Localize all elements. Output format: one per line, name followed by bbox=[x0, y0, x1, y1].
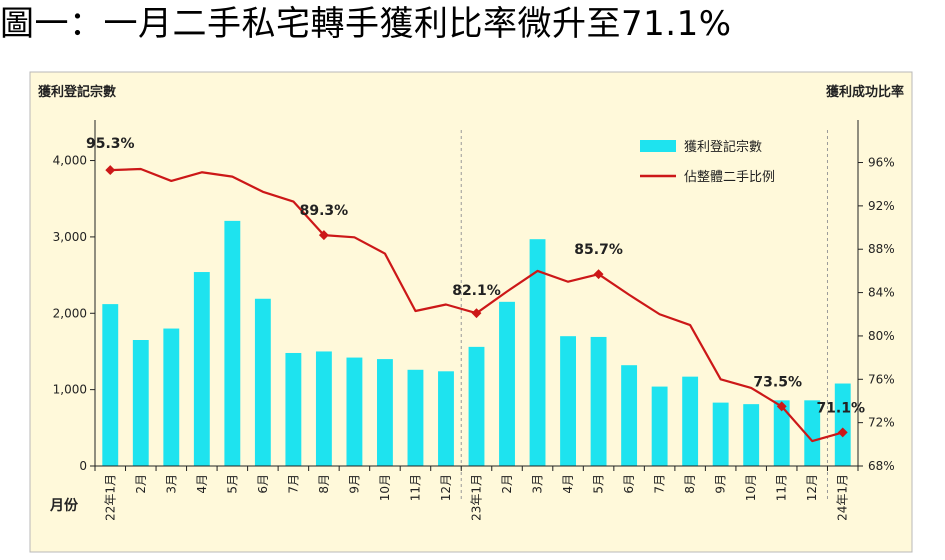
left-tick-label: 1,000 bbox=[53, 383, 87, 397]
annotation-marker bbox=[837, 427, 848, 438]
data-label: 71.1% bbox=[816, 400, 865, 416]
right-tick-label: 96% bbox=[868, 156, 895, 170]
bar bbox=[651, 386, 668, 466]
data-label: 95.3% bbox=[86, 136, 135, 152]
legend-bar-label: 獲利登記宗數 bbox=[684, 139, 762, 155]
x-tick-label: 22年1月 bbox=[103, 474, 117, 521]
right-tick-label: 76% bbox=[868, 372, 895, 386]
annotation-marker bbox=[471, 308, 482, 319]
left-tick-label: 2,000 bbox=[53, 306, 87, 320]
x-axis-title: 月份 bbox=[49, 497, 79, 514]
annotation-marker bbox=[318, 230, 329, 241]
bar bbox=[377, 359, 393, 466]
x-tick-label: 6月 bbox=[256, 474, 270, 494]
x-tick-label: 2月 bbox=[500, 474, 514, 494]
bar bbox=[438, 371, 454, 466]
x-tick-label: 12月 bbox=[439, 474, 453, 501]
left-tick-label: 3,000 bbox=[53, 230, 87, 244]
legend-bar-swatch bbox=[640, 140, 676, 152]
right-tick-label: 72% bbox=[868, 416, 895, 430]
right-tick-label: 80% bbox=[868, 329, 895, 343]
bar bbox=[773, 400, 790, 466]
x-tick-label: 4月 bbox=[561, 474, 575, 494]
bar bbox=[590, 336, 607, 466]
left-axis-title: 獲利登記宗數 bbox=[38, 84, 116, 100]
annotation-marker bbox=[105, 165, 116, 176]
bar bbox=[560, 336, 576, 466]
bar bbox=[285, 352, 302, 466]
bar bbox=[315, 351, 332, 466]
right-tick-label: 84% bbox=[868, 286, 895, 300]
bar bbox=[102, 304, 119, 466]
x-tick-label: 2月 bbox=[134, 474, 148, 494]
data-label: 89.3% bbox=[300, 203, 349, 219]
x-tick-label: 4月 bbox=[195, 474, 209, 494]
data-label: 85.7% bbox=[574, 242, 623, 258]
x-tick-label: 8月 bbox=[683, 474, 697, 494]
x-tick-label: 5月 bbox=[225, 474, 239, 494]
x-tick-label: 3月 bbox=[531, 474, 545, 494]
bar bbox=[407, 369, 424, 466]
x-tick-label: 24年1月 bbox=[836, 474, 850, 521]
x-tick-label: 9月 bbox=[714, 474, 728, 494]
right-tick-label: 68% bbox=[868, 459, 895, 473]
legend-line-label: 佔整體二手比例 bbox=[684, 170, 775, 185]
bar bbox=[224, 220, 241, 466]
x-tick-label: 7月 bbox=[653, 474, 667, 494]
legend: 獲利登記宗數 佔整體二手比例 bbox=[640, 139, 775, 185]
bar bbox=[834, 383, 851, 466]
bar bbox=[712, 402, 729, 466]
bar bbox=[804, 400, 821, 466]
x-tick-label: 11月 bbox=[775, 474, 789, 501]
bar bbox=[132, 340, 149, 466]
bar bbox=[743, 404, 760, 466]
annotation-marker bbox=[593, 269, 604, 280]
x-tick-label: 10月 bbox=[378, 474, 392, 501]
right-tick-label: 92% bbox=[868, 199, 895, 213]
data-label: 73.5% bbox=[753, 374, 802, 390]
x-tick-label: 12月 bbox=[805, 474, 819, 501]
x-tick-label: 6月 bbox=[622, 474, 636, 494]
x-tick-label: 8月 bbox=[317, 474, 331, 494]
bar bbox=[621, 365, 638, 466]
bar bbox=[682, 376, 699, 466]
left-tick-label: 0 bbox=[79, 459, 87, 473]
x-tick-label: 7月 bbox=[286, 474, 300, 494]
right-axis-title: 獲利成功比率 bbox=[826, 84, 904, 100]
x-tick-label: 23年1月 bbox=[470, 474, 484, 521]
x-tick-label: 3月 bbox=[164, 474, 178, 494]
bar bbox=[254, 298, 271, 466]
bar bbox=[468, 346, 485, 466]
bar bbox=[346, 357, 363, 466]
x-tick-label: 9月 bbox=[347, 474, 361, 494]
left-tick-label: 4,000 bbox=[53, 154, 87, 168]
bar bbox=[163, 328, 180, 466]
right-tick-label: 88% bbox=[868, 242, 895, 256]
x-tick-label: 11月 bbox=[408, 474, 422, 501]
bar bbox=[193, 272, 210, 466]
x-tick-label: 10月 bbox=[744, 474, 758, 501]
x-tick-label: 5月 bbox=[592, 474, 606, 494]
annotation-marker bbox=[776, 401, 787, 412]
data-label: 82.1% bbox=[452, 283, 501, 299]
page-title: 圖一：一月二手私宅轉手獲利比率微升至71.1% bbox=[0, 4, 732, 44]
bar bbox=[529, 239, 546, 466]
bar bbox=[499, 301, 515, 466]
